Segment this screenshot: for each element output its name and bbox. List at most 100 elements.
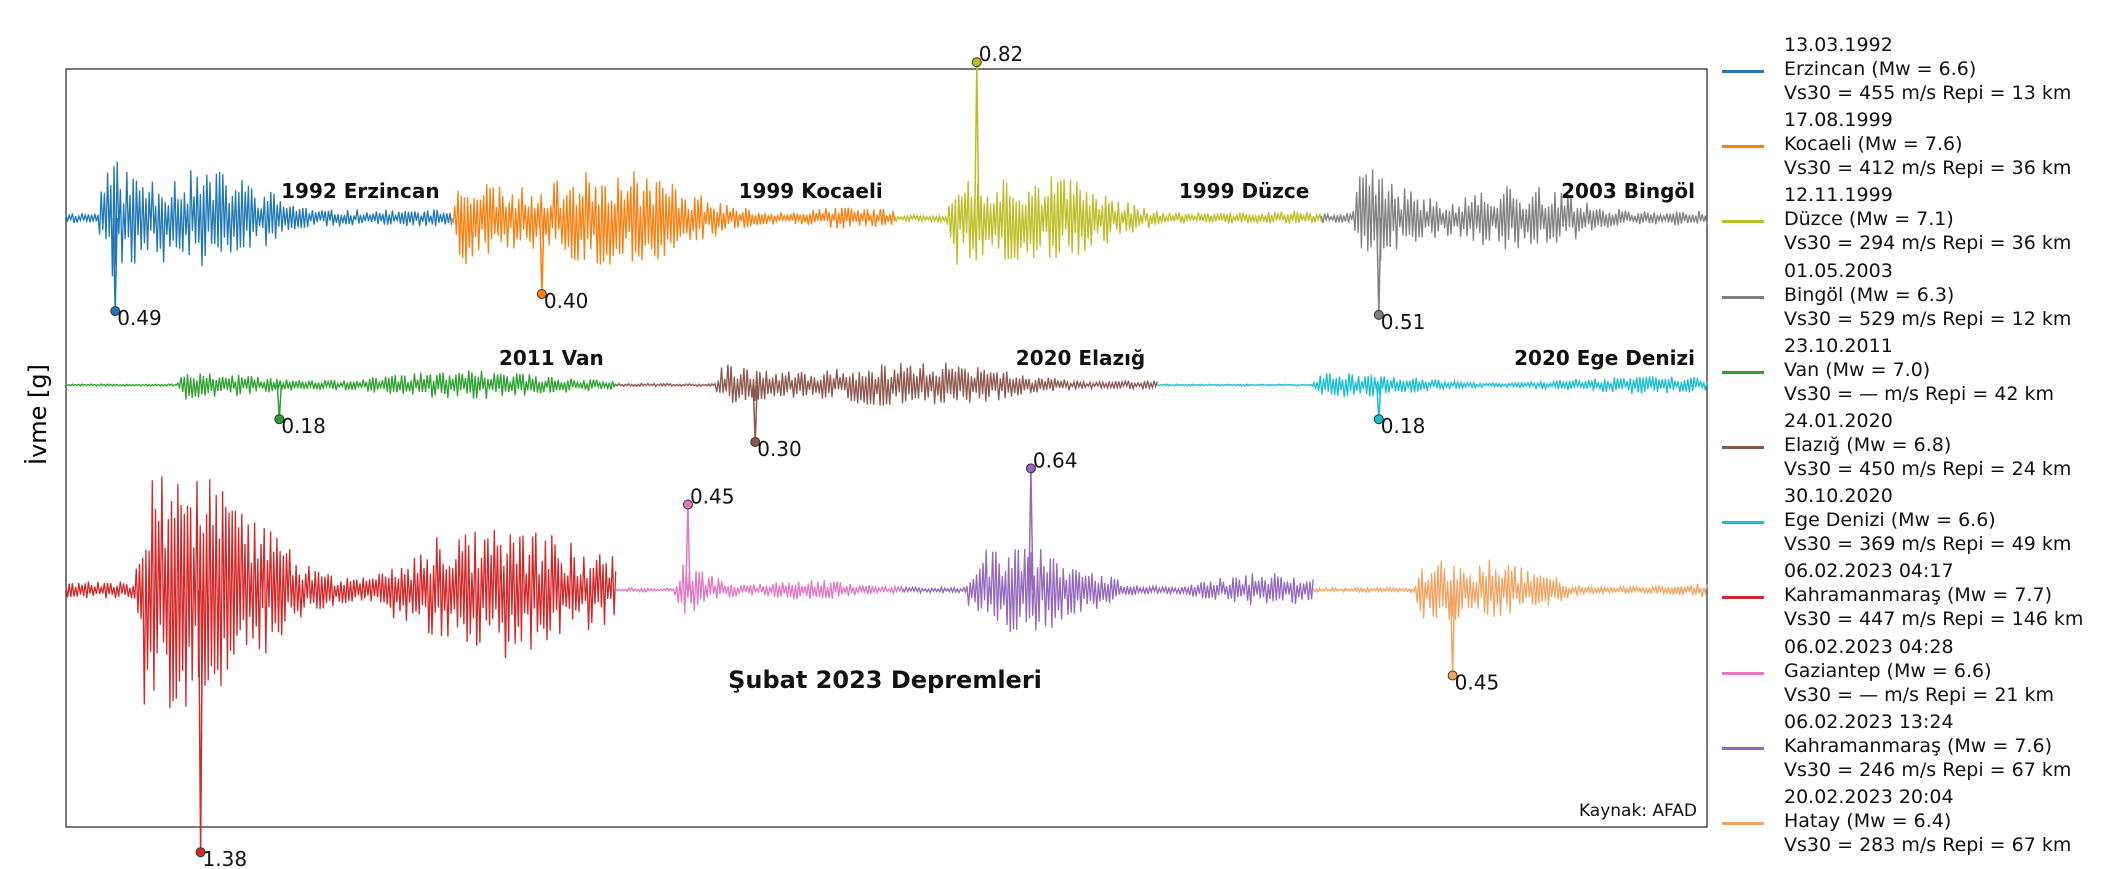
legend-date: 06.02.2023 04:28 (1784, 635, 1954, 658)
series-bingol-trace (1320, 169, 1708, 261)
legend-name: Erzincan (Mw = 6.6) (1784, 58, 1977, 80)
legend-date: 17.08.1999 (1784, 109, 1893, 132)
legend-swatch (1722, 370, 1764, 374)
series-erzincan-peak-marker (110, 306, 121, 317)
legend-date: 12.11.1999 (1784, 184, 1893, 207)
legend-name: Gaziantep (Mw = 6.6) (1784, 659, 1992, 682)
legend-swatch (1722, 145, 1764, 149)
legend-item-duzce: 12.11.1999 Düzce (Mw = 7.1) Vs30 = 294 m/s… (1722, 183, 2107, 258)
series-erzincan-title: 1992 Erzincan (281, 179, 439, 203)
series-kahramanmaras1-peak-label: 1.38 (203, 847, 248, 869)
series-kocaeli-trace (450, 171, 896, 265)
legend-name: Kocaeli (Mw = 7.6) (1784, 133, 1963, 156)
legend-name: Bingöl (Mw = 6.3) (1784, 283, 1955, 306)
legend-date: 01.05.2003 (1784, 259, 1893, 282)
series-hatay-peak-label: 0.45 (1455, 671, 1500, 695)
legend-site: Vs30 = 529 m/s Repi = 12 km (1784, 307, 2072, 330)
legend-site: Vs30 = — m/s Repi = 21 km (1784, 683, 2055, 706)
legend-item-elazig: 24.01.2020 Elazığ (Mw = 6.8) Vs30 = 450 m/… (1722, 409, 2107, 484)
legend-date: 23.10.2011 (1784, 334, 1893, 357)
series-elazig-peak-label: 0.30 (757, 437, 802, 461)
legend-date: 30.10.2020 (1784, 485, 1893, 508)
legend-site: Vs30 = 455 m/s Repi = 13 km (1784, 82, 2072, 104)
series-bingol-title: 2003 Bingöl (1561, 179, 1695, 203)
legend-item-kahramanmaras1: 06.02.2023 04:17 Kahramanmaraş (Mw = 7.7)… (1722, 559, 2107, 634)
legend-site: Vs30 = — m/s Repi = 42 km (1784, 382, 2055, 405)
legend-site: Vs30 = 283 m/s Repi = 67 km (1784, 833, 2072, 856)
series-elazig-trace (615, 362, 1158, 406)
legend-date: 20.02.2023 20:04 (1784, 785, 1954, 808)
legend-site: Vs30 = 447 m/s Repi = 146 km (1784, 608, 2084, 631)
series-elazig-title: 2020 Elazığ (1016, 346, 1145, 370)
legend-swatch (1722, 821, 1764, 825)
legend-swatch (1722, 295, 1764, 299)
series-elazig-peak-marker (750, 437, 761, 447)
series-duzce-peak-marker (971, 57, 982, 68)
series-kahramanmaras1-peak-marker (195, 847, 206, 858)
series-duzce-peak-label: 0.82 (979, 42, 1024, 66)
series-ege-peak-marker (1373, 414, 1384, 425)
legend-name: Ege Denizi (Mw = 6.6) (1784, 509, 1996, 532)
legend-site: Vs30 = 450 m/s Repi = 24 km (1784, 457, 2072, 480)
series-gaziantep-peak-label: 0.45 (690, 485, 735, 509)
legend-swatch (1722, 220, 1764, 224)
legend-swatch (1722, 746, 1764, 750)
series-kahramanmaras2-peak-label: 0.64 (1033, 448, 1078, 472)
legend-item-van: 23.10.2011 Van (Mw = 7.0) Vs30 = — m/s Rep… (1722, 334, 2107, 409)
legend-swatch (1722, 70, 1764, 73)
legend-swatch (1722, 445, 1764, 449)
series-kahramanmaras2-peak-marker (1025, 463, 1036, 474)
legend-date: 06.02.2023 04:17 (1784, 560, 1954, 583)
series-kocaeli-peak-label: 0.40 (544, 289, 589, 313)
series-hatay-peak-marker (1447, 670, 1458, 681)
group-title: Şubat 2023 Depremleri (728, 666, 1042, 694)
series-bingol-peak-label: 0.51 (1381, 310, 1426, 334)
plot-frame (65, 68, 1708, 828)
legend-site: Vs30 = 412 m/s Repi = 36 km (1784, 157, 2072, 180)
legend-name: Van (Mw = 7.0) (1784, 358, 1931, 381)
series-erzincan-trace (65, 161, 453, 277)
legend-site: Vs30 = 246 m/s Repi = 67 km (1784, 758, 2072, 781)
series-ege-title: 2020 Ege Denizi (1514, 346, 1695, 370)
series-duzce-title: 1999 Düzce (1179, 179, 1310, 203)
series-van-peak-marker (274, 414, 285, 425)
legend-date: 24.01.2020 (1784, 409, 1893, 432)
series-duzce-trace (894, 176, 1323, 265)
series-kahramanmaras1-trace (65, 476, 617, 709)
legend-name: Kahramanmaraş (Mw = 7.7) (1784, 584, 2052, 607)
legend-item-hatay: 20.02.2023 20:04 Hatay (Mw = 6.4) Vs30 = 2… (1722, 785, 2107, 860)
legend: 13.03.1992 Erzincan (Mw = 6.6) Vs30 = 455 … (1722, 33, 2107, 860)
series-ege-trace (1156, 373, 1708, 398)
legend-item-bingol: 01.05.2003 Bingöl (Mw = 6.3) Vs30 = 529 m/… (1722, 259, 2107, 334)
legend-item-kahramanmaras2: 06.02.2023 13:24 Kahramanmaraş (Mw = 7.6)… (1722, 710, 2107, 785)
legend-swatch (1722, 596, 1764, 600)
legend-item-ege: 30.10.2020 Ege Denizi (Mw = 6.6) Vs30 = 36… (1722, 484, 2107, 559)
source-note: Kaynak: AFAD (1579, 801, 1697, 821)
legend-swatch (1722, 521, 1764, 525)
series-erzincan-peak-label: 0.49 (117, 306, 162, 330)
chart-area: 0.49 1992 Erzincan 0.40 1999 Kocaeli 0.82 199… (65, 42, 1708, 869)
series-kocaeli-title: 1999 Kocaeli (739, 179, 883, 203)
series-bingol-peak-marker (1373, 309, 1384, 320)
series-van-title: 2011 Van (499, 346, 604, 370)
legend-item-erzincan: 13.03.1992 Erzincan (Mw = 6.6) Vs30 = 455 … (1722, 33, 2107, 108)
legend-site: Vs30 = 294 m/s Repi = 36 km (1784, 232, 2072, 255)
series-hatay-trace (1312, 559, 1708, 620)
legend-swatch (1722, 671, 1764, 675)
legend-name: Düzce (Mw = 7.1) (1784, 208, 1954, 231)
series-gaziantep-peak-marker (682, 499, 693, 510)
series-kocaeli-peak-marker (536, 289, 547, 299)
legend-name: Hatay (Mw = 6.4) (1784, 809, 1952, 832)
legend-date: 06.02.2023 13:24 (1784, 710, 1954, 733)
legend-site: Vs30 = 369 m/s Repi = 49 km (1784, 533, 2072, 556)
series-van-trace (65, 370, 617, 400)
series-kahramanmaras2-trace (902, 548, 1314, 632)
series-ege-peak-label: 0.18 (1381, 414, 1426, 438)
series-van-peak-label: 0.18 (281, 414, 326, 438)
legend-item-gaziantep: 06.02.2023 04:28 Gaziantep (Mw = 6.6) Vs30… (1722, 635, 2107, 710)
legend-date: 13.03.1992 (1784, 34, 1893, 56)
series-gaziantep-trace (615, 564, 904, 614)
legend-name: Kahramanmaraş (Mw = 7.6) (1784, 734, 2052, 757)
legend-name: Elazığ (Mw = 6.8) (1784, 433, 1952, 456)
legend-item-kocaeli: 17.08.1999 Kocaeli (Mw = 7.6) Vs30 = 412 m… (1722, 108, 2107, 183)
